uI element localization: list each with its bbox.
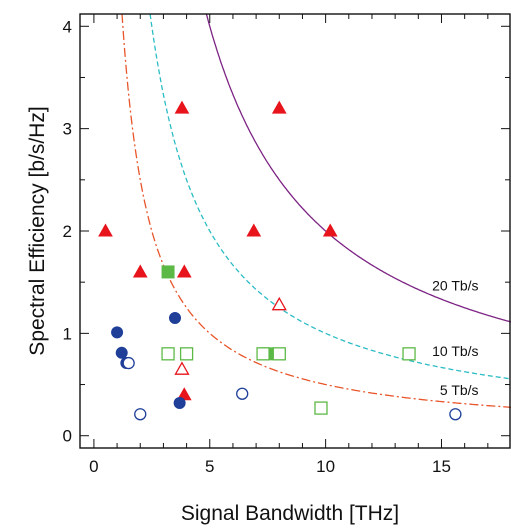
axis-ticks: 0 5 10 15 0 1 2 3 4 <box>63 14 510 476</box>
open-triangle-marker <box>174 361 190 375</box>
filled-circle-marker <box>173 396 186 409</box>
open-square-marker <box>314 401 328 415</box>
open-circle-marker <box>449 408 462 421</box>
curve-label-10tbs: 10 Tb/s <box>432 343 478 359</box>
curve-10tbs <box>149 14 511 380</box>
y-axis-title: Spectral Efficiency [b/s/Hz] <box>26 106 49 355</box>
y-tick-label: 1 <box>63 324 72 343</box>
filled-triangle-marker <box>174 100 190 114</box>
filled-circle-marker <box>115 346 128 359</box>
capacity-curves <box>121 14 511 408</box>
curve-20tbs <box>205 14 511 323</box>
open-circle-marker <box>134 408 147 421</box>
filled-circle-marker <box>111 326 124 339</box>
y-tick-label: 0 <box>63 427 72 446</box>
open-square-marker <box>179 347 194 361</box>
x-tick-label: 5 <box>205 457 214 476</box>
x-tick-label: 0 <box>89 457 98 476</box>
x-axis-title: Signal Bandwidth [THz] <box>181 502 399 525</box>
filled-square-marker <box>161 265 175 279</box>
open-square-marker <box>402 347 416 361</box>
data-markers <box>98 100 462 421</box>
open-square-marker <box>272 347 286 361</box>
curve-label-20tbs: 20 Tb/s <box>432 277 478 293</box>
filled-triangle-marker <box>176 264 192 278</box>
open-square-marker <box>161 347 175 361</box>
filled-triangle-marker <box>98 223 113 237</box>
curve-label-5tbs: 5 Tb/s <box>440 382 479 398</box>
filled-circle-marker <box>169 312 182 325</box>
open-triangle-marker <box>271 296 287 311</box>
x-tick-label: 15 <box>432 457 451 476</box>
y-tick-label: 3 <box>63 120 72 139</box>
open-square-marker <box>256 347 270 361</box>
filled-triangle-marker <box>322 223 338 237</box>
filled-triangle-marker <box>271 100 287 114</box>
filled-triangle-marker <box>132 264 148 278</box>
open-circle-marker <box>236 387 249 400</box>
open-circle-marker <box>122 356 135 370</box>
filled-triangle-marker <box>246 223 262 237</box>
y-tick-label: 4 <box>63 17 72 36</box>
y-tick-label: 2 <box>63 222 72 241</box>
capacity-curve-labels: 5 Tb/s 10 Tb/s 20 Tb/s <box>432 277 478 397</box>
x-tick-label: 10 <box>316 457 335 476</box>
